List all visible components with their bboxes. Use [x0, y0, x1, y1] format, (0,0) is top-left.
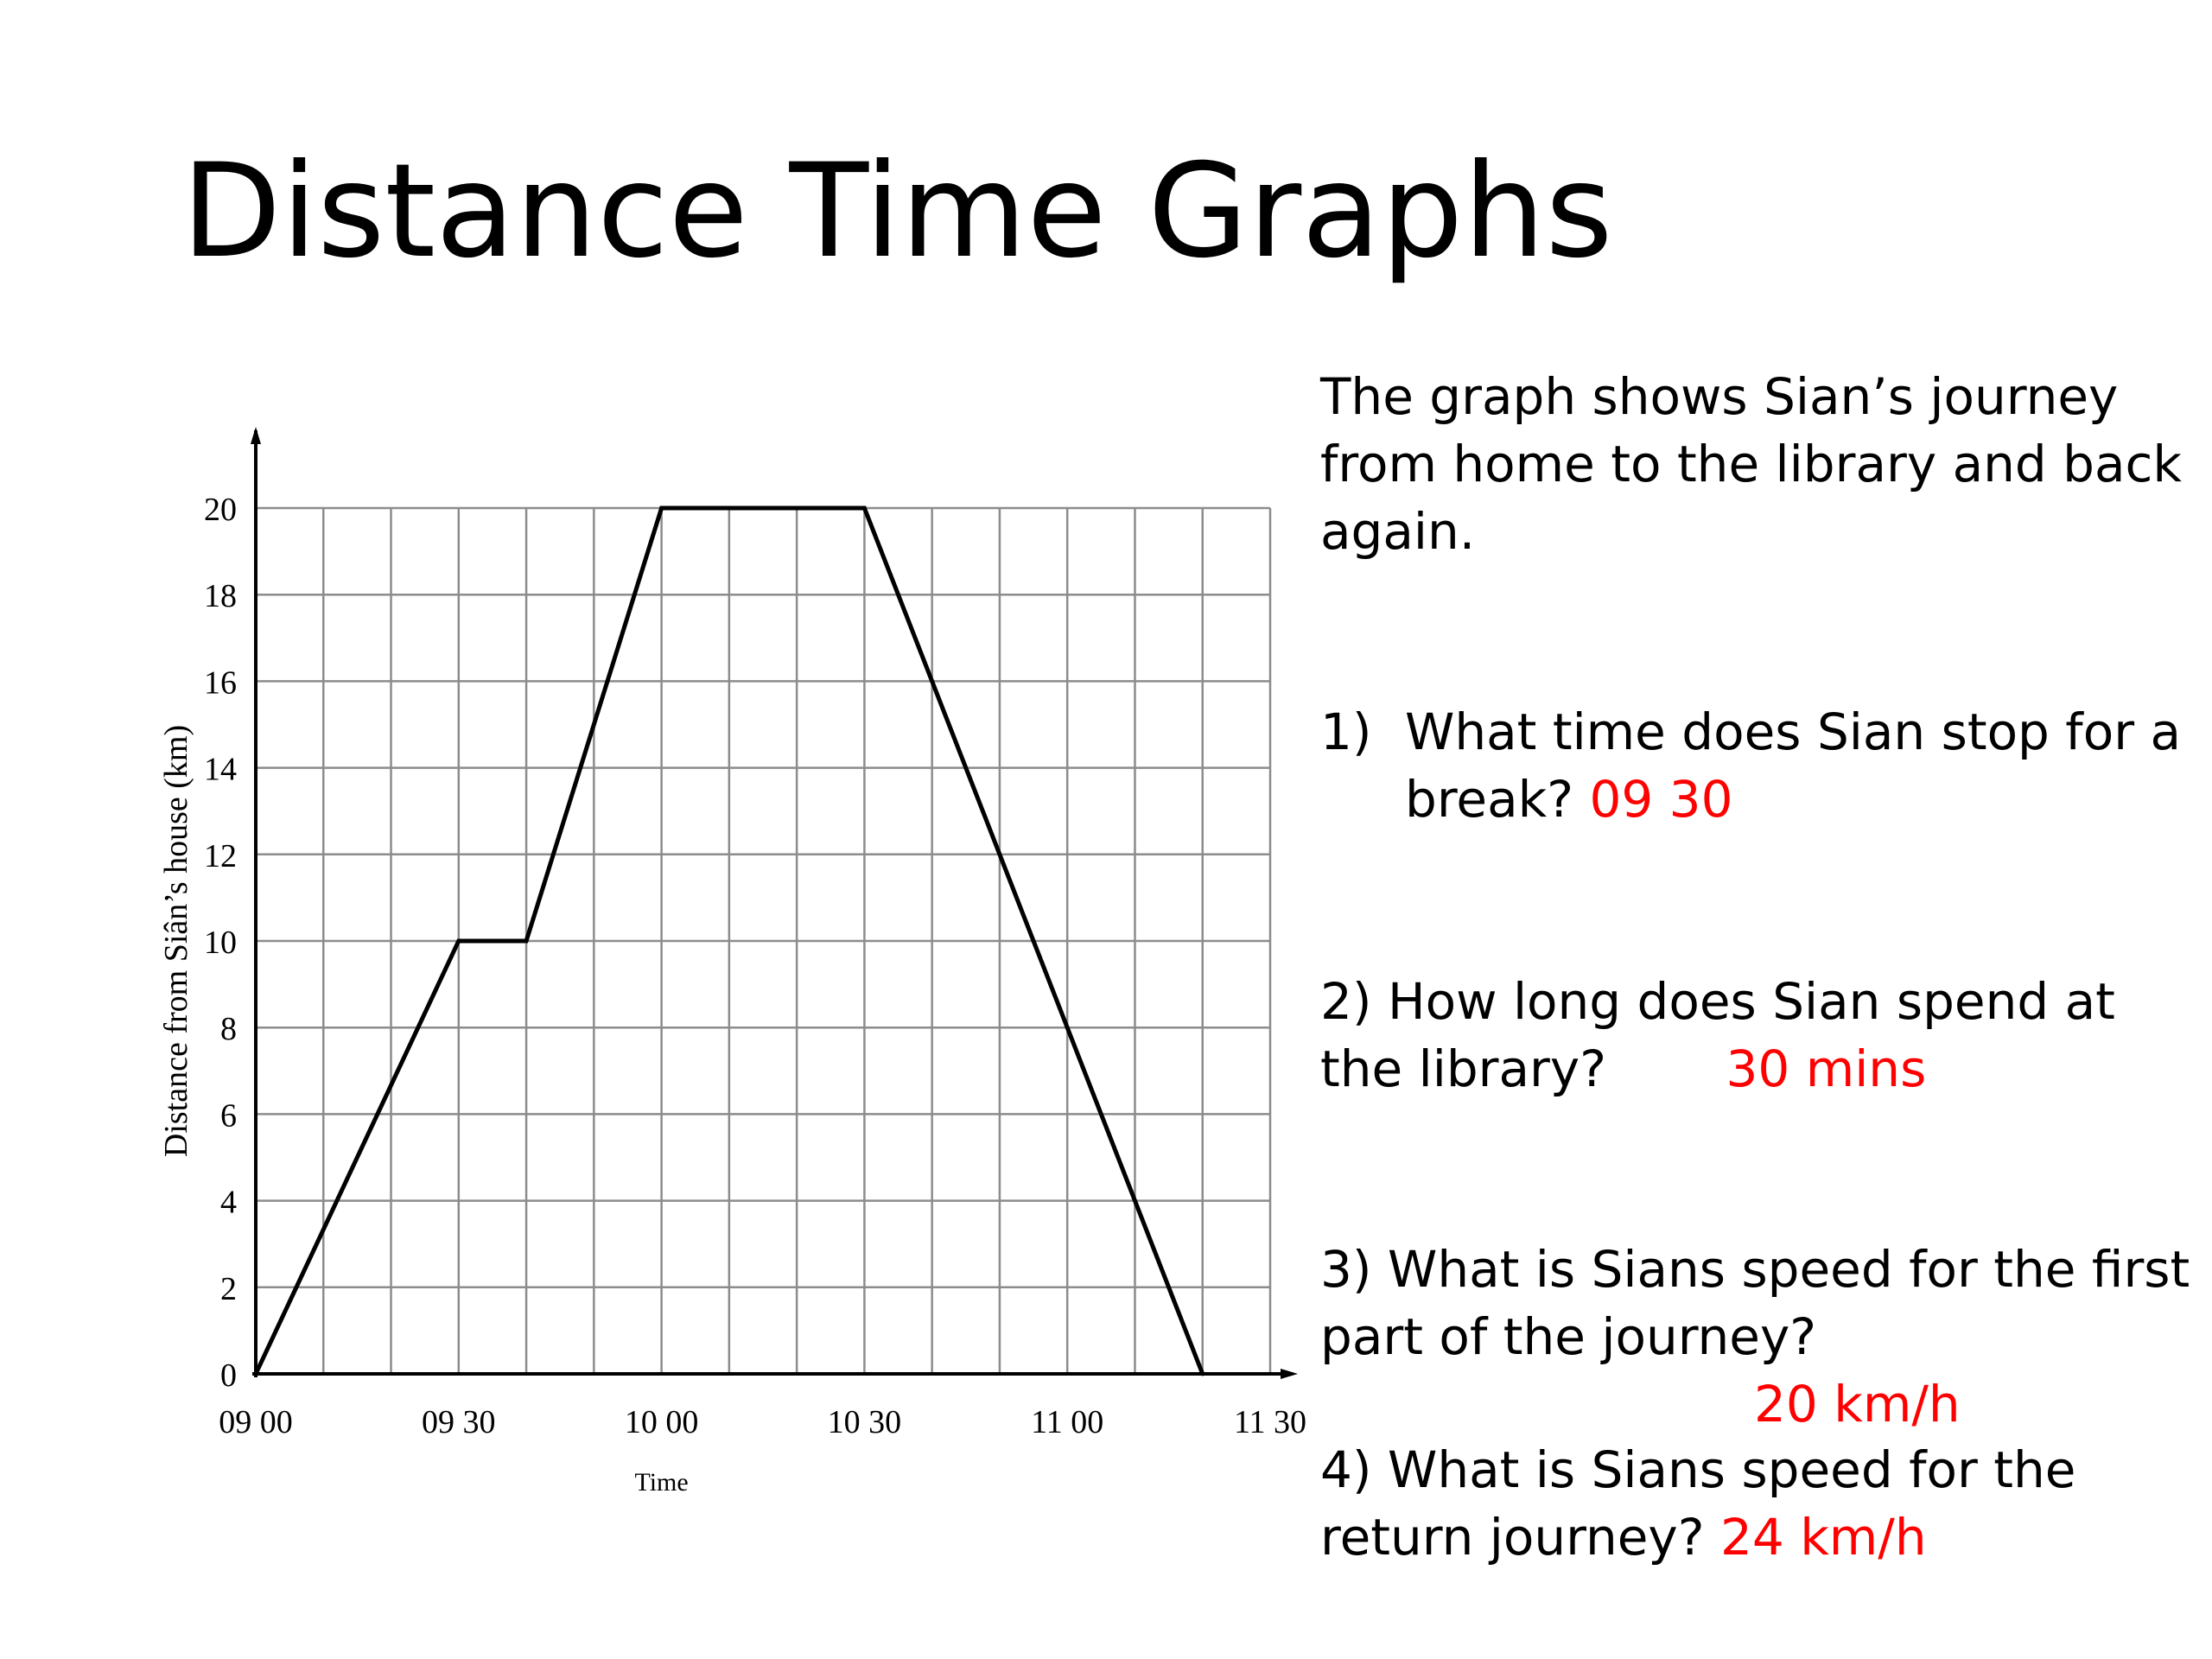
question-1-answer: 09 30 — [1589, 770, 1733, 829]
intro-text: The graph shows Sian’s journey from home… — [1320, 367, 2182, 561]
y-axis-arrowhead — [251, 427, 261, 444]
question-4: 4) What is Sians speed for the return jo… — [1320, 1436, 2193, 1571]
x-tick-label: 10 30 — [828, 1404, 902, 1440]
x-tick-label: 11 00 — [1031, 1404, 1103, 1440]
y-tick-label: 18 — [204, 578, 237, 614]
question-1-text: What time does Sian stop for a break? — [1405, 702, 2182, 829]
question-2: 2) How long does Sian spend at the libra… — [1320, 968, 2193, 1103]
y-tick-label: 0 — [220, 1357, 237, 1394]
distance-time-chart: 0 2 4 6 8 10 12 14 16 18 20 09 00 09 30 10 00 10 30 11 … — [158, 427, 1306, 1497]
question-3-text: What is Sians speed for the first part o… — [1320, 1240, 2190, 1366]
x-tick-label: 11 30 — [1234, 1404, 1306, 1440]
y-tick-label: 20 — [204, 492, 237, 528]
y-tick-label: 12 — [204, 838, 237, 874]
question-3: 3) What is Sians speed for the first par… — [1320, 1236, 2193, 1438]
question-1-number: 1) — [1320, 702, 1372, 761]
question-4-number: 4) — [1320, 1440, 1372, 1499]
question-4-answer: 24 km/h — [1719, 1508, 1927, 1567]
question-2-number: 2) — [1320, 972, 1372, 1031]
x-tick-label: 10 00 — [625, 1404, 699, 1440]
x-tick-label: 09 00 — [219, 1404, 293, 1440]
question-4-text: What is Sians speed for the return journ… — [1320, 1440, 2076, 1567]
y-tick-label: 2 — [220, 1271, 237, 1307]
journey-line — [253, 505, 1205, 1376]
y-tick-label: 6 — [220, 1097, 237, 1134]
y-tick-label: 16 — [204, 664, 237, 701]
y-tick-label: 14 — [204, 752, 237, 788]
question-2-answer: 30 mins — [1726, 1039, 1927, 1098]
question-2-text: How long does Sian spend at the library? — [1320, 972, 2115, 1098]
y-tick-label: 4 — [220, 1185, 237, 1221]
y-tick-label: 10 — [204, 925, 237, 961]
y-axis-label: Distance from Siân’s house (km) — [158, 725, 194, 1157]
x-axis-label: Time — [634, 1468, 688, 1497]
question-3-answer: 20 km/h — [1754, 1375, 1961, 1433]
question-3-number: 3) — [1320, 1240, 1372, 1299]
y-tick-label: 8 — [220, 1011, 237, 1047]
slide-title: Distance Time Graphs — [181, 137, 1613, 287]
x-axis-arrowhead — [1281, 1369, 1298, 1379]
x-tick-label: 09 30 — [422, 1404, 496, 1440]
